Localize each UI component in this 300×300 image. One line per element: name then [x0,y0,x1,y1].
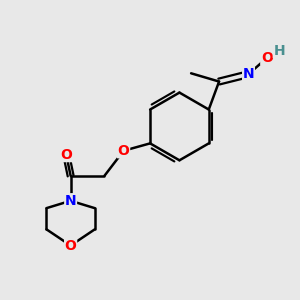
Text: O: O [65,238,76,253]
Text: O: O [60,148,72,162]
Text: N: N [65,194,76,208]
Text: O: O [118,144,130,158]
Text: O: O [261,51,273,65]
Text: H: H [273,44,285,58]
Text: N: N [243,67,254,81]
